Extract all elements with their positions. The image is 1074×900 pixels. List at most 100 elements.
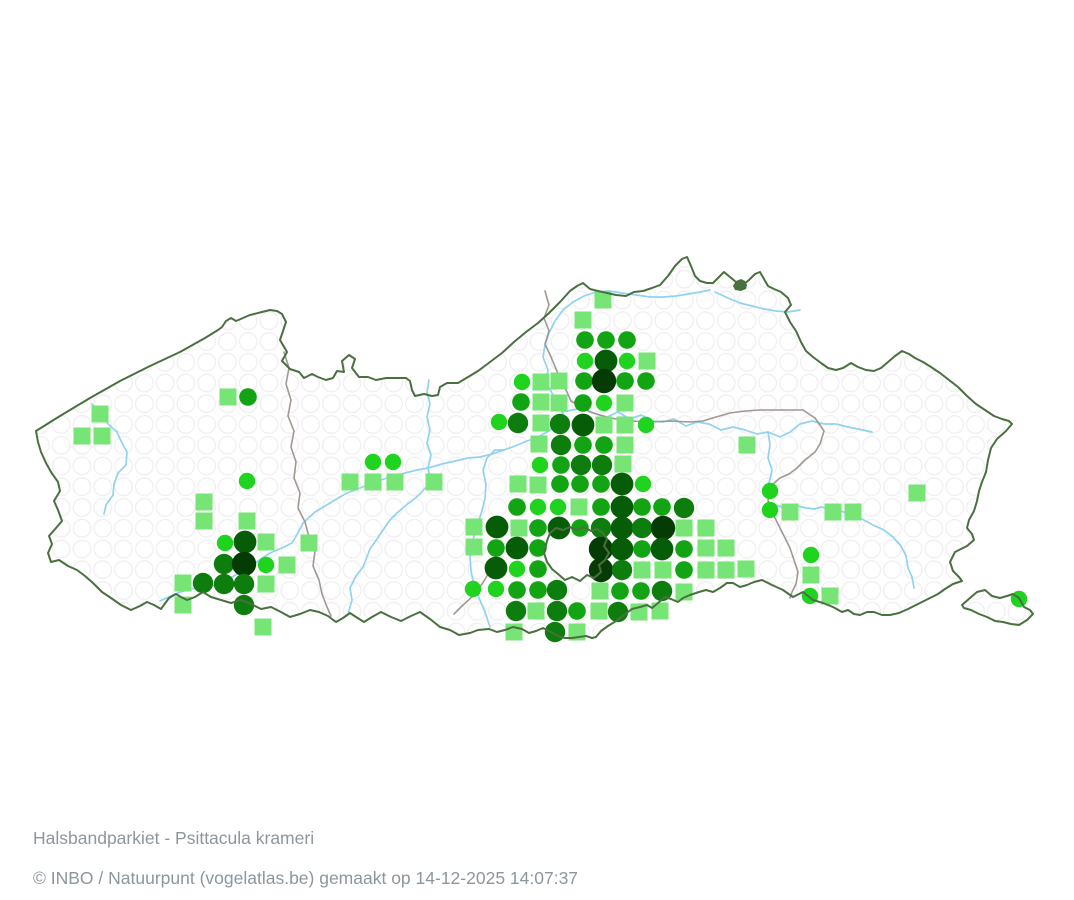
observation-marker [529,539,547,557]
observation-marker [549,498,567,516]
observation-marker [257,556,275,574]
observation-marker [233,573,255,595]
observation-marker [507,412,529,434]
observation-marker [675,540,693,558]
observation-marker [571,475,589,493]
observation-marker [824,503,842,521]
map-credit: © INBO / Natuurpunt (vogelatlas.be) gema… [33,868,579,888]
observation-marker [550,372,568,390]
observation-marker [505,536,529,560]
observation-marker [216,534,234,552]
observation-marker [487,539,505,557]
observation-marker [638,352,656,370]
observation-marker [238,512,256,530]
observation-marker [653,498,671,516]
observation-marker [231,551,257,577]
observation-marker [633,498,651,516]
observation-marker [213,553,235,575]
observation-marker [527,602,545,620]
observation-marker [761,482,779,500]
observation-marker [616,416,634,434]
observation-marker [591,368,617,394]
observation-marker [364,473,382,491]
observation-markers-layer [73,291,1028,643]
observation-marker [364,453,382,471]
observation-marker [631,517,653,539]
observation-marker [697,519,715,537]
observation-marker [675,561,693,579]
map-title: Halsbandparkiet - Psittacula krameri [33,828,315,848]
observation-marker [529,498,547,516]
province-border-central [570,400,825,599]
observation-marker [618,352,636,370]
observation-marker [592,475,610,493]
province-border-west [283,351,332,617]
observation-marker [550,434,572,456]
observation-marker [278,556,296,574]
observation-marker [637,372,655,390]
observation-marker [632,582,650,600]
observation-marker [574,436,592,454]
observation-marker [490,413,508,431]
observation-marker [386,473,404,491]
observation-marker [717,539,735,557]
observation-marker [611,582,629,600]
observation-marker [341,473,359,491]
observation-marker [595,416,613,434]
distribution-map [35,256,1034,643]
observation-marker [508,581,526,599]
observation-marker [761,501,779,519]
observation-marker [544,621,566,643]
observation-marker [616,372,634,390]
observation-marker [844,503,862,521]
antwerp-city-mark [733,279,747,291]
observation-marker [384,453,402,471]
observation-marker [73,427,91,445]
observation-marker [651,580,673,602]
observation-marker [257,575,275,593]
observation-marker [675,519,693,537]
observation-marker [802,546,820,564]
observation-marker [512,393,530,411]
observation-marker [590,602,608,620]
river-scheldt-upper [347,467,431,615]
observation-marker [610,495,634,519]
observation-marker [551,475,569,493]
observation-marker [595,436,613,454]
observation-marker [592,498,610,516]
observation-marker [781,503,799,521]
observation-marker [574,394,592,412]
observation-marker [195,493,213,511]
observation-marker [233,530,257,554]
observation-marker [634,475,652,493]
observation-marker [219,388,237,406]
observation-marker [610,537,634,561]
observation-marker [192,572,214,594]
observation-marker [505,623,523,641]
observation-marker [464,580,482,598]
observation-marker [568,602,586,620]
observation-marker [673,497,695,519]
observation-marker [532,373,550,391]
observation-marker [549,413,571,435]
observation-marker [238,472,256,490]
observation-marker [588,536,614,562]
observation-marker [505,600,527,622]
observation-marker [717,561,735,579]
observation-marker [485,515,509,539]
observation-marker [737,560,755,578]
observation-marker [594,291,612,309]
observation-marker [257,533,275,551]
observation-marker [465,518,483,536]
observation-marker [213,573,235,595]
river-scheldt-lower [427,289,711,469]
observation-marker [174,574,192,592]
observation-marker [651,602,669,620]
observation-marker [574,311,592,329]
observation-marker [529,476,547,494]
observation-marker [93,427,111,445]
observation-marker [530,435,548,453]
observation-marker [821,587,839,605]
observation-marker [597,331,615,349]
